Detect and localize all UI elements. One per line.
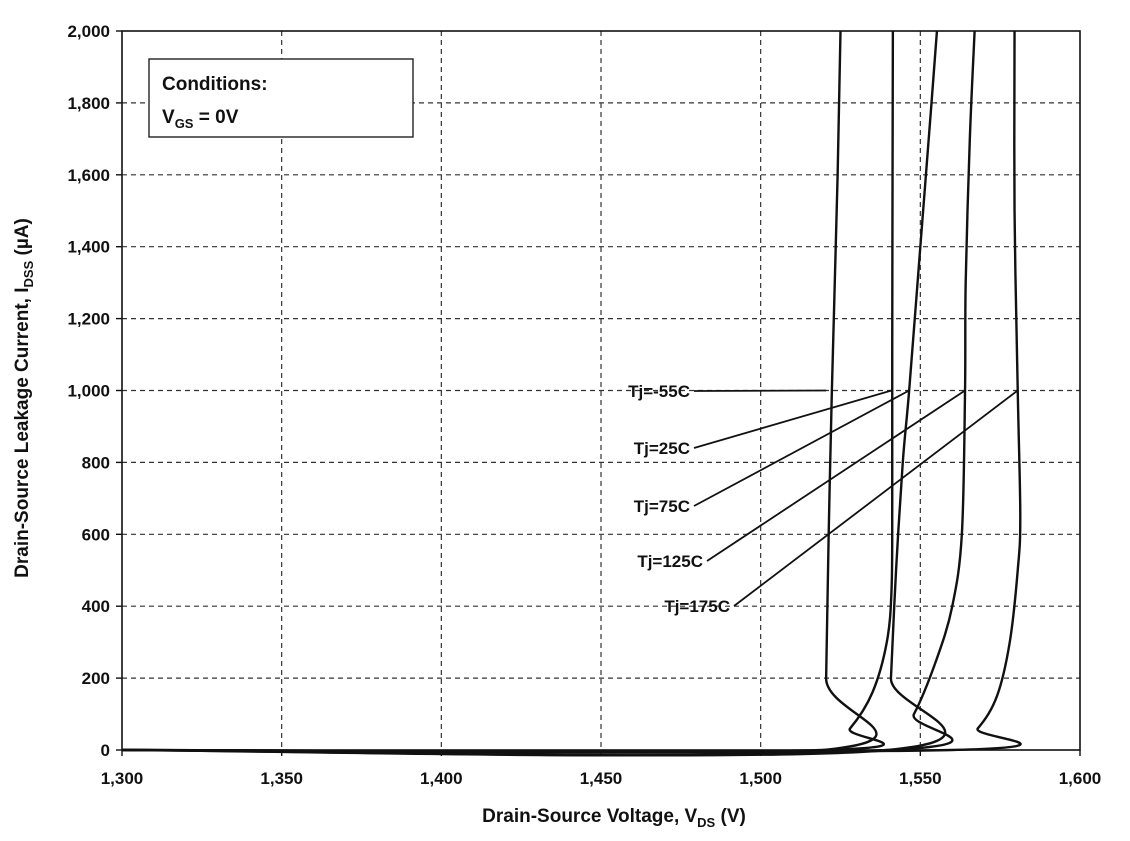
grid xyxy=(122,31,1080,750)
series-leader-line xyxy=(693,389,910,507)
y-tick-label: 1,400 xyxy=(67,238,110,257)
conditions-vgs-sub: GS xyxy=(175,116,194,131)
conditions-vgs-symbol: V xyxy=(162,107,175,128)
series-curve-tj-75c xyxy=(121,30,947,757)
conditions-vgs: VGS = 0V xyxy=(162,107,239,131)
series-label: Tj=75C xyxy=(634,497,690,516)
y-axis-title-unit: (µA) xyxy=(12,218,33,261)
y-tick-label: 800 xyxy=(82,453,110,472)
series-leader-line xyxy=(693,389,827,392)
x-axis-title-unit: (V) xyxy=(715,806,746,827)
x-tick-label: 1,350 xyxy=(260,769,303,788)
y-tick-label: 1,000 xyxy=(67,382,110,401)
series-leader-line xyxy=(693,389,892,449)
conditions-vgs-value: = 0V xyxy=(193,107,238,128)
y-tick-label: 1,600 xyxy=(67,166,110,185)
series-leader-line xyxy=(733,389,1019,607)
conditions-border xyxy=(148,58,414,138)
series-label: Tj=125C xyxy=(637,552,703,571)
y-tick-label: 1,800 xyxy=(67,94,110,113)
series-labels: Tj=-55C Tj=25C Tj=75C Tj=125C Tj=175C xyxy=(628,382,730,616)
y-tick-label: 1,200 xyxy=(67,310,110,329)
x-tick-label: 1,400 xyxy=(420,769,463,788)
series-leaders xyxy=(693,389,1019,607)
x-tick-label: 1,600 xyxy=(1059,769,1102,788)
series-curve-tj-125c xyxy=(121,30,976,754)
series-curves xyxy=(121,30,1022,757)
y-axis-title: Drain-Source Leakage Current, IDSS (µA) xyxy=(12,218,36,578)
y-tick-label: 200 xyxy=(82,669,110,688)
x-tick-label: 1,450 xyxy=(580,769,623,788)
series-label: Tj=25C xyxy=(634,439,690,458)
x-axis-title: Drain-Source Voltage, VDS (V) xyxy=(482,806,746,830)
conditions-box: Conditions: VGS = 0V xyxy=(148,58,414,138)
plot-frame xyxy=(121,30,1081,751)
series-curve-tj-55c xyxy=(121,30,878,757)
y-tick-label: 600 xyxy=(82,525,110,544)
x-tick-label: 1,500 xyxy=(739,769,782,788)
x-axis-title-main: Drain-Source Voltage, V xyxy=(482,806,697,827)
x-tick-label: 1,550 xyxy=(899,769,942,788)
series-curve-tj-175c xyxy=(121,30,1022,753)
y-tick-label: 400 xyxy=(82,597,110,616)
x-axis-title-sub: DS xyxy=(697,815,715,830)
y-tick-label: 0 xyxy=(101,741,110,760)
tick-labels: 1,300 1,350 1,400 1,450 1,500 1,550 1,600 0 200 4… xyxy=(67,22,1101,788)
series-label: Tj=175C xyxy=(664,597,730,616)
y-tick-label: 2,000 xyxy=(67,22,110,41)
y-axis-title-sub: DSS xyxy=(21,260,36,287)
series-label: Tj=-55C xyxy=(628,382,690,401)
series-leader-line xyxy=(706,389,966,562)
x-tick-label: 1,300 xyxy=(101,769,144,788)
conditions-title: Conditions: xyxy=(162,74,268,95)
y-axis-title-main: Drain-Source Leakage Current, I xyxy=(12,287,33,577)
